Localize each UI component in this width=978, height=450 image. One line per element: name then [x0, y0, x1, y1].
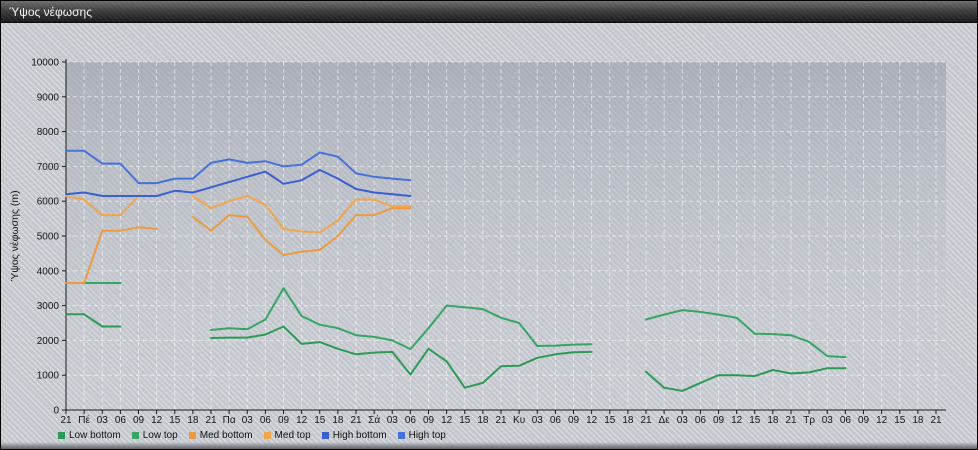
x-tick-label: 21 [785, 415, 797, 426]
legend-label: Med bottom [199, 430, 253, 441]
y-tick-label: 4000 [37, 266, 60, 277]
x-tick-label: Πέ [78, 414, 90, 426]
y-tick-label: 6000 [37, 197, 60, 208]
x-tick-label: Πα [223, 415, 236, 426]
x-tick-label: 18 [477, 415, 489, 426]
y-tick-label: 5000 [37, 232, 60, 243]
x-tick-label: 15 [604, 415, 616, 426]
series-line-high-bottom [65, 168, 412, 197]
y-tick-label: 1000 [37, 371, 60, 382]
x-tick-label: 06 [695, 415, 707, 426]
x-tick-label: 09 [713, 415, 725, 426]
x-tick-label: 15 [749, 415, 761, 426]
x-tick-label: 03 [242, 415, 254, 426]
y-tick-label: 3000 [37, 301, 60, 312]
x-tick-label: 18 [622, 415, 634, 426]
y-tick-label: 10000 [31, 58, 59, 69]
x-tick-label: 12 [586, 415, 598, 426]
legend-item-med-bottom: Med bottom [188, 430, 253, 441]
legend-item-med-top: Med top [263, 430, 311, 441]
x-tick-label: 21 [640, 415, 652, 426]
legend-swatch-high-bottom [321, 432, 329, 439]
legend-label: High bottom [332, 430, 387, 441]
series-line-low-top [210, 287, 593, 351]
x-tick-label: 12 [876, 415, 888, 426]
x-tick-label: 18 [187, 415, 199, 426]
series-line-med-top [191, 195, 412, 234]
legend-label: High top [408, 430, 446, 441]
x-tick-label: Δε [659, 415, 671, 426]
legend-swatch-low-bottom [58, 432, 65, 439]
x-tick-label: 21 [350, 415, 362, 426]
x-tick-label: 09 [278, 415, 290, 426]
x-tick-label: 06 [115, 415, 127, 426]
x-tick-label: 15 [169, 415, 181, 426]
x-tick-label: 21 [930, 415, 942, 426]
x-tick-label: 12 [151, 415, 163, 426]
legend-label: Low top [142, 430, 178, 441]
x-tick-label: 03 [822, 415, 834, 426]
legend-swatch-high-top [397, 432, 405, 439]
x-tick-label: 03 [387, 415, 399, 426]
series-line-med-bottom [65, 226, 158, 284]
series-line-high-top [65, 149, 412, 185]
series-line-low-bottom [645, 367, 847, 392]
x-tick-label: 18 [332, 415, 344, 426]
window-bottom-edge [1, 442, 977, 449]
x-tick-label: 09 [568, 415, 580, 426]
y-tick-label: 2000 [37, 336, 60, 347]
x-tick-label: 15 [459, 415, 471, 426]
legend-label: Med top [274, 430, 311, 441]
x-tick-label: 15 [894, 415, 906, 426]
x-tick-label: 06 [550, 415, 562, 426]
legend-swatch-med-bottom [188, 432, 196, 439]
y-tick-label: 7000 [37, 162, 60, 173]
legend-item-low-top: Low top [131, 430, 178, 441]
x-tick-label: 06 [405, 415, 417, 426]
window-title-bar[interactable]: Ύψος νέφωσης [1, 1, 977, 23]
legend-swatch-low-top [131, 432, 139, 439]
y-tick-label: 8000 [37, 127, 60, 138]
x-tick-label: 21 [495, 415, 507, 426]
x-tick-label: Τρ [803, 415, 815, 426]
series-line-low-bottom [210, 325, 593, 389]
series-line-med-bottom [191, 207, 412, 257]
x-tick-label: 18 [767, 415, 779, 426]
x-tick-label: 03 [677, 415, 689, 426]
legend-label: Low bottom [69, 430, 121, 441]
x-tick-label: 15 [314, 415, 326, 426]
window-title: Ύψος νέφωσης [9, 5, 92, 19]
chart-legend: Low bottom Low top Med bottom Med top High b… [58, 428, 446, 443]
x-tick-label: 03 [97, 415, 109, 426]
legend-item-high-top: High top [397, 430, 446, 441]
x-tick-label: 12 [296, 415, 308, 426]
x-tick-label: Σά [368, 414, 380, 426]
x-tick-label: 09 [423, 415, 435, 426]
x-tick-label: 21 [60, 415, 72, 426]
x-tick-label: Κυ [513, 415, 525, 426]
x-tick-label: 09 [133, 415, 145, 426]
legend-item-low-bottom: Low bottom [58, 430, 121, 441]
x-tick-label: 09 [858, 415, 870, 426]
x-tick-label: 12 [731, 415, 743, 426]
x-tick-label: 06 [840, 415, 852, 426]
y-axis-title: Ύψος νέφωσης (m) [9, 190, 21, 281]
series-line-low-bottom [65, 313, 122, 328]
legend-swatch-med-top [263, 432, 271, 439]
series-line-low-top [645, 309, 847, 359]
y-tick-label: 9000 [37, 92, 60, 103]
plot-area [66, 62, 946, 410]
x-tick-label: 12 [441, 415, 453, 426]
x-tick-label: 03 [532, 415, 544, 426]
y-tick-label: 0 [53, 406, 59, 417]
x-tick-label: 21 [205, 415, 217, 426]
x-tick-label: 06 [260, 415, 272, 426]
x-tick-label: 18 [912, 415, 924, 426]
legend-item-high-bottom: High bottom [321, 430, 387, 441]
